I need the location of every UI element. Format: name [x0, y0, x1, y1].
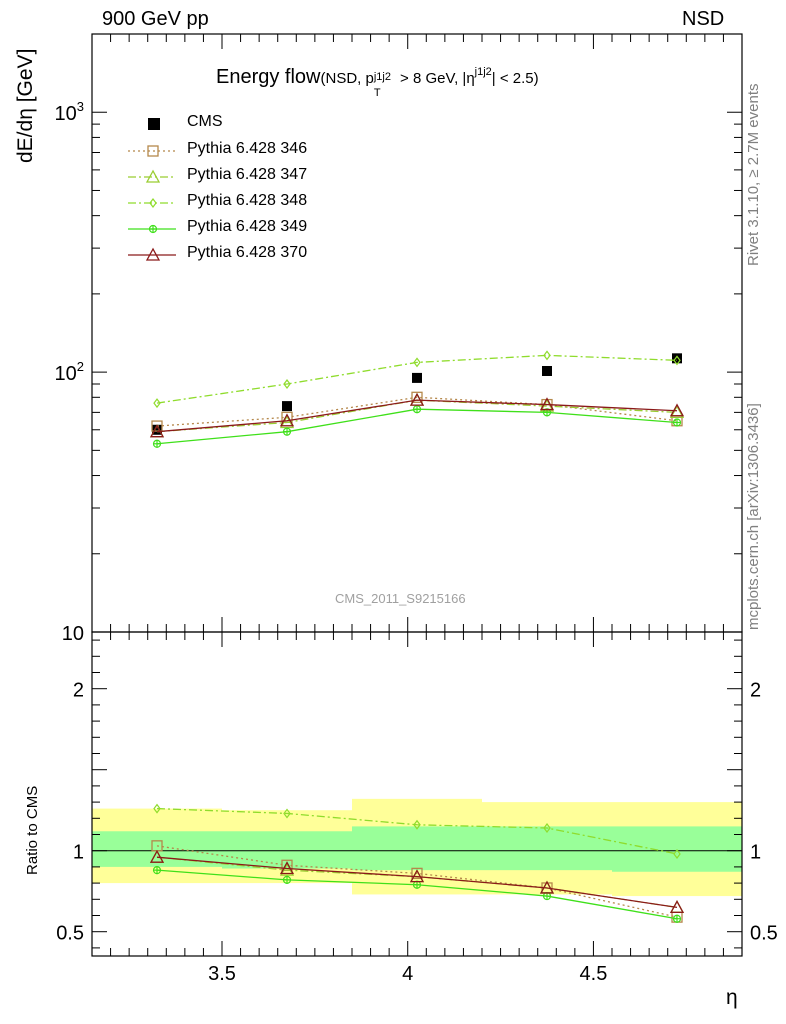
legend-symbol-2: [145, 169, 161, 183]
main-series-5-point: [279, 413, 295, 427]
plot-title-main: Energy flow: [216, 66, 321, 88]
legend-label-346: Pythia 6.428 346: [187, 140, 308, 157]
legend-label-347: Pythia 6.428 347: [187, 166, 308, 183]
legend-symbol-0: [148, 118, 160, 130]
legend-label-cms: CMS: [187, 113, 223, 130]
main-series-5-point: [409, 392, 425, 406]
main-y-tick-label: 10: [62, 623, 84, 645]
ratio-y-tick-label-right: 0.5: [750, 923, 778, 945]
ratio-series-4-line: [156, 856, 678, 909]
uncertainty-band-green: [352, 826, 482, 871]
x-tick-label: 4: [402, 963, 413, 985]
plot-title-eta-sup: j1j2: [474, 66, 492, 78]
main-series-5-point: [669, 403, 685, 417]
legend-label-348: Pythia 6.428 348: [187, 192, 308, 209]
x-tick-label: 4.5: [580, 963, 608, 985]
ratio-series-2-point: [543, 823, 551, 834]
x-axis-label: η: [726, 986, 738, 1009]
ratio-y-tick-label-right: 1: [750, 842, 761, 864]
main-y-axis-label: dE/dη [GeV]: [14, 48, 37, 163]
header-left-label: 900 GeV pp: [102, 8, 209, 30]
analysis-watermark: CMS_2011_S9215166: [335, 591, 466, 606]
legend-label-370: Pythia 6.428 370: [187, 244, 308, 261]
plot-title-pt-sup: j1j2: [373, 71, 391, 83]
ratio-y-axis-label: Ratio to CMS: [24, 785, 41, 875]
main-data-point: [412, 372, 422, 383]
main-data-point: [672, 353, 682, 364]
legend-symbol-3: [149, 198, 157, 208]
legend-symbol-5: [145, 247, 161, 261]
ratio-series-2-point: [153, 803, 161, 814]
rivet-version-label: Rivet 3.1.10, ≥ 2.7M events: [745, 83, 762, 267]
main-data-point: [152, 424, 162, 435]
main-series-3-point: [153, 398, 161, 409]
ratio-series-1-point: [279, 862, 295, 876]
ratio-series-2-line: [156, 807, 678, 855]
plot-title-pt-sub: T: [373, 87, 381, 99]
uncertainty-band-green: [482, 826, 612, 871]
ratio-y-tick-label: 0.5: [56, 923, 84, 945]
main-data-point: [282, 401, 292, 412]
main-series-1-line: [156, 396, 678, 427]
main-series-5-point: [539, 397, 555, 411]
ratio-series-2-point: [673, 848, 681, 859]
mcplots-label: mcplots.cern.ch [arXiv:1306.3436]: [745, 403, 762, 630]
main-series-1-point: [411, 391, 423, 403]
ratio-series-4-point: [409, 869, 425, 883]
main-series-5-point: [149, 424, 165, 438]
header-right-label: NSD: [682, 8, 725, 30]
ratio-series-4-point: [279, 861, 295, 875]
legend-symbol-1: [147, 145, 159, 157]
ratio-y-tick-label: 2: [73, 680, 84, 702]
ratio-series-4-point: [669, 900, 685, 914]
main-series-3-point: [673, 355, 681, 366]
ratio-series-2-point: [413, 819, 421, 830]
main-series-3-point: [413, 357, 421, 368]
ratio-series-4-point: [149, 849, 165, 863]
plot-title-paren: (NSD, p: [320, 70, 374, 87]
main-series-3-point: [543, 350, 551, 361]
main-series-2-point: [279, 415, 295, 429]
main-y-tick-label: 102: [55, 359, 84, 385]
main-series-2-point: [669, 405, 685, 419]
main-y-tick-label: 103: [55, 99, 84, 125]
main-series-3-point: [283, 379, 291, 390]
plot-title-mid: > 8 GeV, |η: [395, 70, 475, 87]
ratio-series-0-point: [411, 867, 423, 880]
ratio-series-4-point: [539, 880, 555, 894]
main-series-3-line: [156, 354, 678, 404]
legend-label-349: Pythia 6.428 349: [187, 218, 308, 235]
main-series-5-line: [156, 399, 678, 433]
ratio-series-2-point: [283, 808, 291, 819]
ratio-panel-frame: [91, 631, 743, 957]
ratio-y-tick-label-right: 2: [750, 680, 761, 702]
main-series-4-line: [156, 408, 678, 445]
plot-title-end: | < 2.5): [491, 70, 539, 87]
x-tick-label: 3.5: [208, 963, 236, 985]
ratio-y-tick-label: 1: [73, 842, 84, 864]
ratio-series-0-line: [156, 845, 678, 918]
main-data-point: [542, 365, 552, 376]
plot-title: Energy flow(NSD, p j1j2 T > 8 GeV, |ηj1j2|…: [216, 66, 539, 99]
